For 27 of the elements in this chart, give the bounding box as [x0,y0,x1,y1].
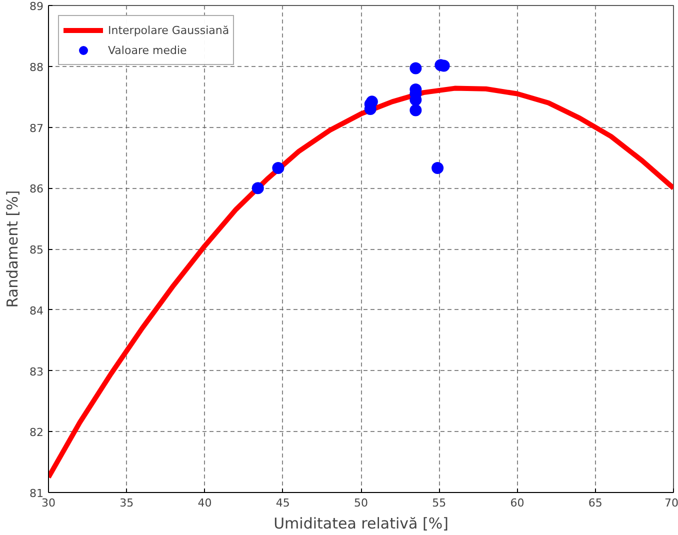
x-tick-label: 30 [42,496,56,510]
point [410,104,422,116]
x-tick-label: 65 [588,496,602,510]
point [272,162,284,174]
y-tick-label: 84 [30,304,44,318]
point [410,62,422,74]
y-tick-label: 88 [30,60,44,74]
y-tick-label: 82 [30,426,44,440]
y-tick-label: 81 [30,487,44,500]
y-tick-label: 86 [30,182,44,196]
x-tick-label: 70 [664,496,678,510]
x-tick-label: 35 [120,496,134,510]
y-tick-label: 83 [30,365,44,378]
y-axis-title: Randament [%] [4,190,22,308]
y-tick-label: 87 [30,122,44,135]
y-tick-label: 89 [30,0,44,13]
x-tick-label: 40 [198,496,212,510]
point [432,162,444,174]
point [252,182,264,194]
legend-label: Interpolare Gaussiană [108,24,230,36]
x-tick-label: 55 [432,496,446,510]
y-tick-label: 85 [30,244,44,256]
x-tick-label: 50 [354,496,368,510]
x-tick-label: 45 [276,496,290,510]
legend-label: Valoare medie [108,44,187,56]
x-tick-label: 60 [510,496,524,510]
x-axis-title: Umiditatea relativă [%] [274,514,448,532]
